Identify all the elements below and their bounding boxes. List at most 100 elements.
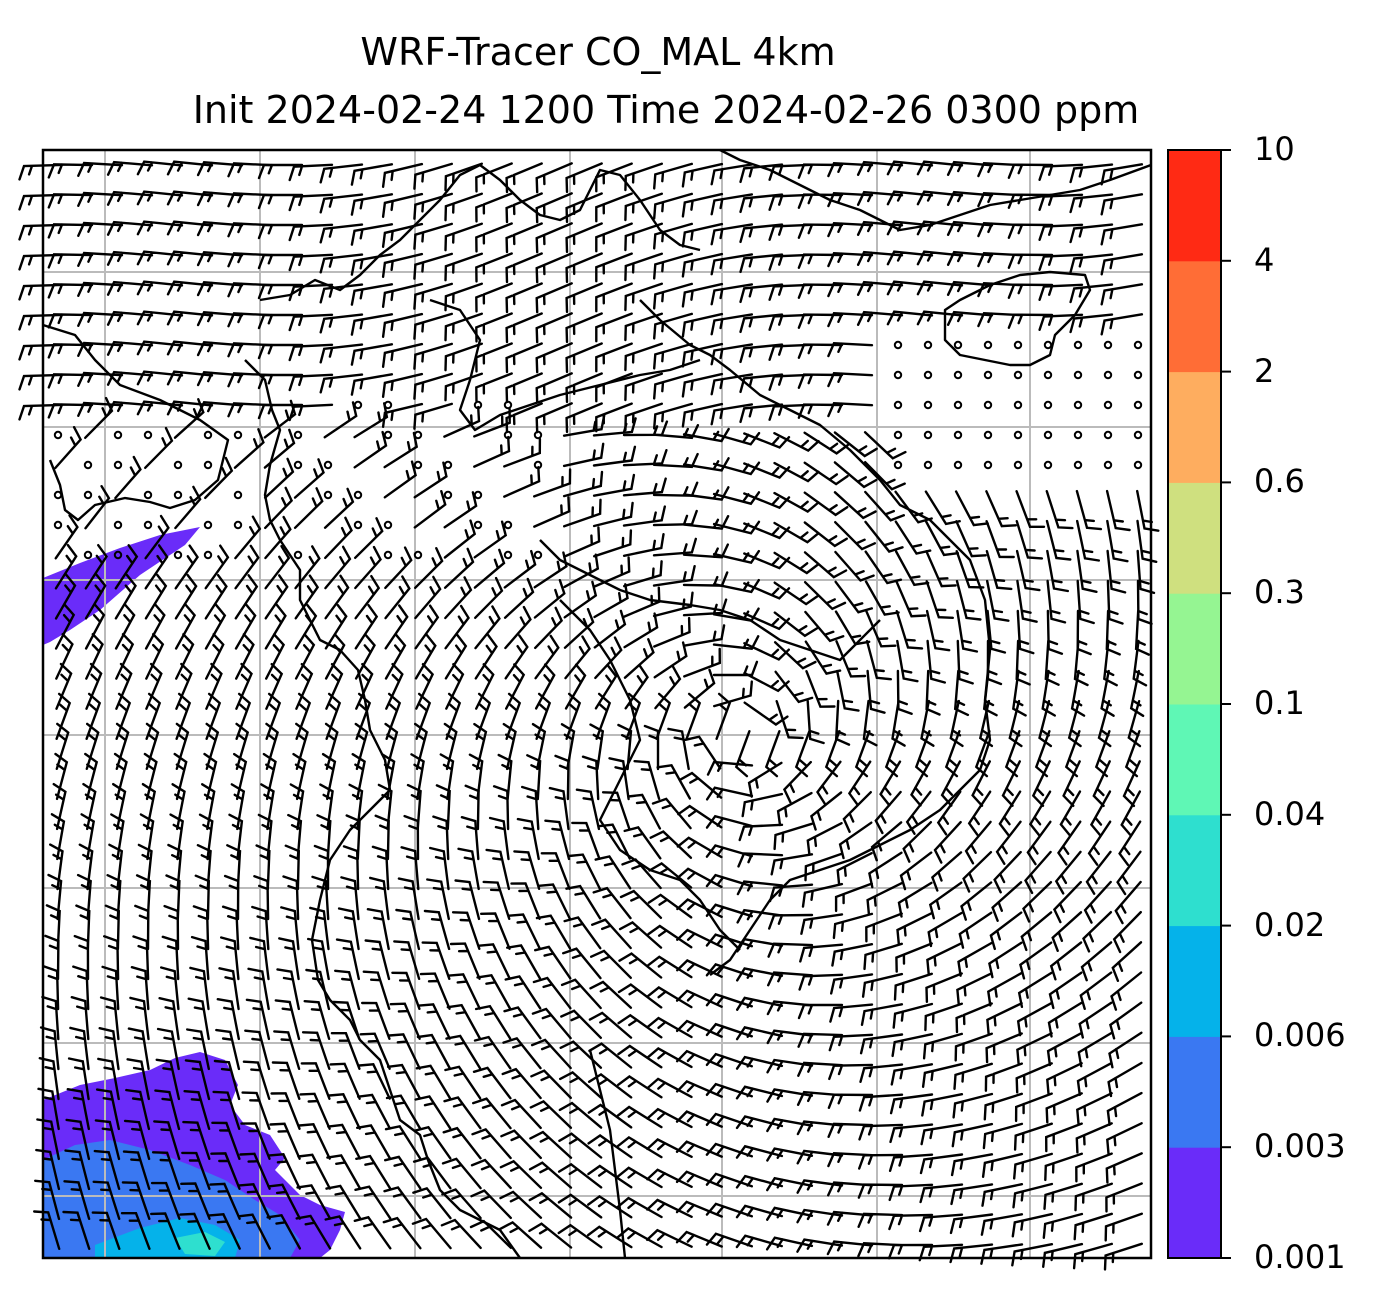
wind-barb — [866, 882, 903, 916]
wind-barb — [92, 1180, 121, 1220]
wind-barb — [617, 1013, 663, 1039]
wind-barb — [414, 722, 428, 771]
wind-barb — [826, 1240, 874, 1256]
wind-barb — [18, 223, 64, 241]
wind-barb — [324, 603, 348, 650]
wind-barb — [946, 280, 994, 296]
wind-barb — [864, 490, 905, 522]
wind-barb — [144, 426, 174, 469]
wind-barb — [735, 1085, 784, 1100]
wind-barb — [1105, 489, 1131, 532]
wind-barb — [505, 342, 543, 374]
wind-barb — [595, 342, 633, 373]
wind-barb — [1075, 1152, 1113, 1183]
wind-barb — [736, 908, 784, 924]
wind-barb — [705, 992, 753, 1008]
wind-barb — [1069, 313, 1114, 334]
wind-barb — [324, 722, 339, 770]
wind-barb — [84, 573, 107, 620]
wind-barb — [288, 163, 334, 182]
wind-barb — [76, 873, 92, 921]
wind-barb — [861, 972, 904, 998]
map-panel[interactable] — [18, 148, 1160, 1271]
wind-barb — [950, 1183, 994, 1206]
wind-barb — [1045, 490, 1074, 530]
wind-barb — [796, 1120, 844, 1136]
wind-barb-calm — [1103, 400, 1113, 410]
wind-barb — [533, 579, 566, 619]
wind-barb — [114, 544, 139, 590]
wind-barb — [473, 1035, 512, 1070]
wind-barb — [710, 253, 754, 276]
wind-barb-calm — [323, 460, 333, 470]
wind-barb — [374, 814, 390, 861]
wind-barb — [381, 282, 424, 308]
wind-barb-calm — [443, 490, 453, 500]
wind-barb — [91, 1211, 121, 1250]
wind-barb — [827, 311, 874, 328]
wind-barb — [505, 222, 543, 254]
wind-barb — [595, 192, 633, 223]
wind-barb — [622, 533, 665, 557]
wind-barb — [340, 876, 360, 921]
wind-barb — [136, 340, 184, 356]
wind-barb — [652, 509, 698, 527]
wind-barb — [618, 952, 663, 979]
wind-barb — [63, 1180, 91, 1220]
wind-barb — [560, 978, 602, 1010]
wind-barb — [413, 192, 453, 220]
wind-barb — [362, 970, 391, 1010]
wind-barb — [445, 1034, 482, 1070]
wind-barb — [836, 852, 873, 886]
wind-barb — [50, 813, 66, 861]
wind-barb — [393, 940, 421, 980]
wind-barb — [106, 340, 154, 356]
wind-barb — [924, 490, 961, 526]
wind-barb — [986, 579, 1010, 622]
wind-barb — [319, 253, 364, 274]
wind-barb — [796, 1179, 844, 1194]
wind-barb — [803, 461, 849, 486]
wind-barb — [504, 634, 529, 680]
wind-barb — [403, 814, 420, 861]
wind-barb-calm — [383, 430, 393, 440]
wind-barb — [1043, 1182, 1083, 1210]
colorbar-segment-8 — [1168, 371, 1221, 483]
wind-barb — [535, 342, 573, 374]
map-frame — [41, 148, 1153, 1260]
wind-barb — [1015, 490, 1046, 528]
wind-barb — [1007, 223, 1054, 239]
wind-barb — [167, 843, 183, 891]
wind-barb — [204, 456, 234, 500]
wind-barb — [1015, 1062, 1053, 1094]
wind-barb — [288, 313, 334, 332]
wind-barb — [766, 1176, 814, 1192]
wind-barb — [925, 580, 954, 619]
wind-barb — [122, 1150, 151, 1190]
wind-barb — [681, 282, 724, 308]
wind-barb — [114, 455, 142, 500]
wind-barb — [1106, 1122, 1143, 1155]
wind-barb — [1049, 941, 1083, 981]
wind-barb-calm — [923, 370, 933, 380]
wind-barb — [743, 522, 791, 540]
wind-barb — [1059, 790, 1082, 837]
wind-barb — [643, 724, 660, 771]
wind-barb-calm — [143, 430, 153, 440]
wind-barb — [263, 428, 296, 469]
wind-barb — [423, 909, 451, 951]
wind-barb-calm — [503, 400, 513, 410]
wind-barb — [735, 1234, 783, 1249]
wind-barb — [797, 1032, 844, 1048]
wind-barb — [995, 820, 1022, 865]
wind-barb — [797, 283, 844, 299]
wind-barb — [84, 603, 106, 650]
wind-barb — [866, 669, 886, 714]
wind-barb — [241, 1091, 271, 1130]
wind-barb — [622, 505, 666, 527]
wind-barb — [892, 1002, 934, 1029]
wind-barb — [227, 282, 274, 298]
wind-barb — [137, 843, 153, 891]
wind-barb — [681, 162, 724, 188]
wind-barb — [1046, 579, 1067, 624]
